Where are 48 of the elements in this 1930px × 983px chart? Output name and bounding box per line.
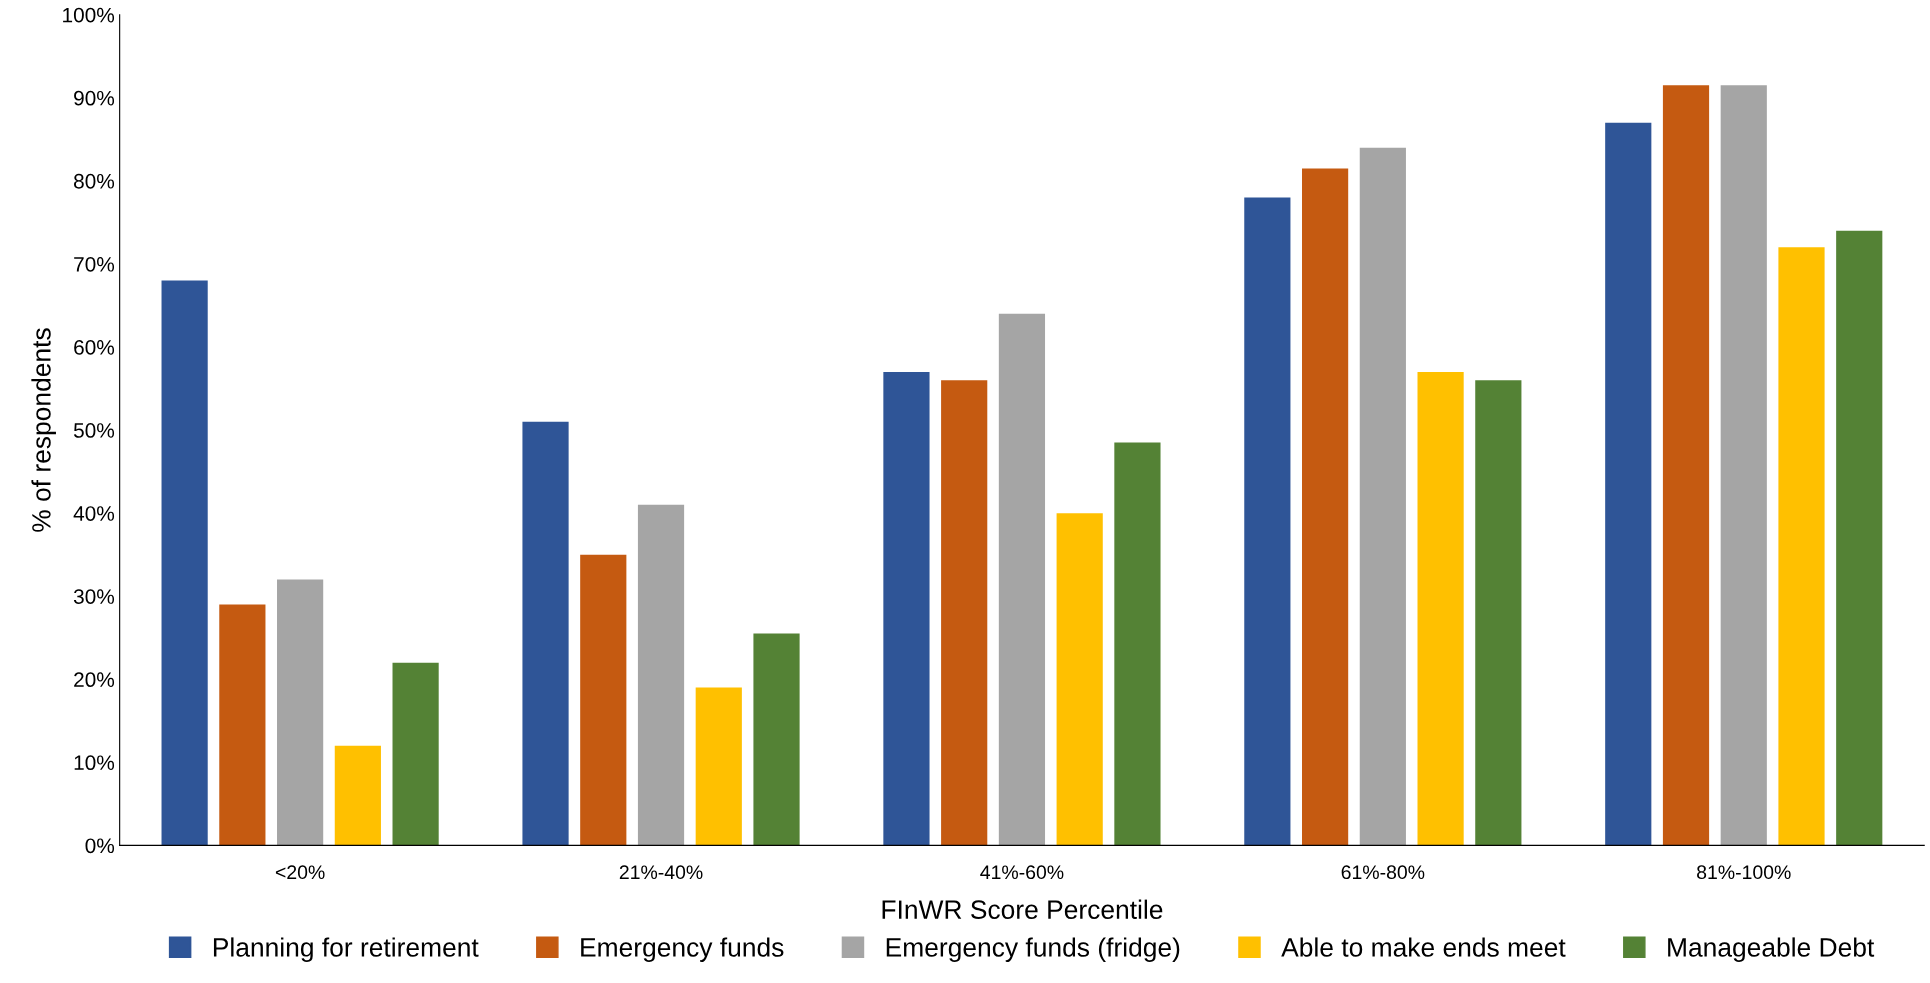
bar	[334, 745, 381, 846]
bar	[161, 280, 208, 846]
legend-label: Able to make ends meet	[1281, 937, 1566, 957]
bar	[753, 633, 800, 846]
x-tick-label: 81%-100%	[1697, 865, 1791, 880]
x-tick-label: <20%	[275, 865, 325, 880]
bar	[1836, 230, 1883, 846]
y-axis-title: % of respondents	[31, 328, 56, 532]
bar	[1720, 85, 1767, 846]
bar	[1056, 513, 1103, 846]
y-tick-label: 100%	[63, 7, 115, 23]
y-tick-label: 30%	[73, 589, 115, 604]
bar	[1662, 85, 1710, 846]
y-tick-label: 90%	[74, 90, 115, 106]
bar	[219, 604, 266, 846]
bar	[1417, 371, 1464, 846]
bar	[1244, 197, 1291, 846]
bar	[637, 504, 685, 846]
bar	[522, 421, 569, 846]
x-axis-title: FInWR Score Percentile	[882, 899, 1163, 919]
bar	[1778, 247, 1825, 846]
bar	[998, 313, 1046, 846]
bar	[883, 371, 930, 846]
legend-label: Emergency funds	[581, 937, 784, 962]
bar	[1302, 168, 1349, 846]
y-tick-label: 0%	[85, 838, 115, 854]
y-tick-label: 20%	[74, 672, 115, 688]
y-tick-label: 70%	[74, 256, 115, 272]
legend-label: Emergency funds (fridge)	[886, 937, 1180, 962]
legend-label: Planning for retirement	[213, 937, 479, 962]
x-tick-label: 21%-40%	[619, 865, 703, 880]
bar	[695, 687, 742, 846]
bar	[1605, 122, 1652, 846]
y-tick-label: 50%	[73, 423, 115, 438]
y-tick-label: 60%	[74, 340, 115, 355]
bar	[1475, 380, 1522, 846]
bar	[941, 380, 988, 846]
legend-label: Manageable Debt	[1668, 937, 1875, 962]
bar	[277, 579, 324, 846]
bar	[1359, 147, 1406, 846]
y-tick-label: 80%	[74, 173, 115, 189]
x-tick-label: 61%-80%	[1341, 865, 1425, 880]
x-tick-label: 41%-60%	[980, 865, 1064, 880]
bar	[392, 662, 439, 846]
y-tick-label: 40%	[73, 506, 115, 521]
bar	[580, 554, 627, 846]
bar	[1114, 442, 1161, 846]
y-tick-label: 10%	[74, 755, 115, 771]
